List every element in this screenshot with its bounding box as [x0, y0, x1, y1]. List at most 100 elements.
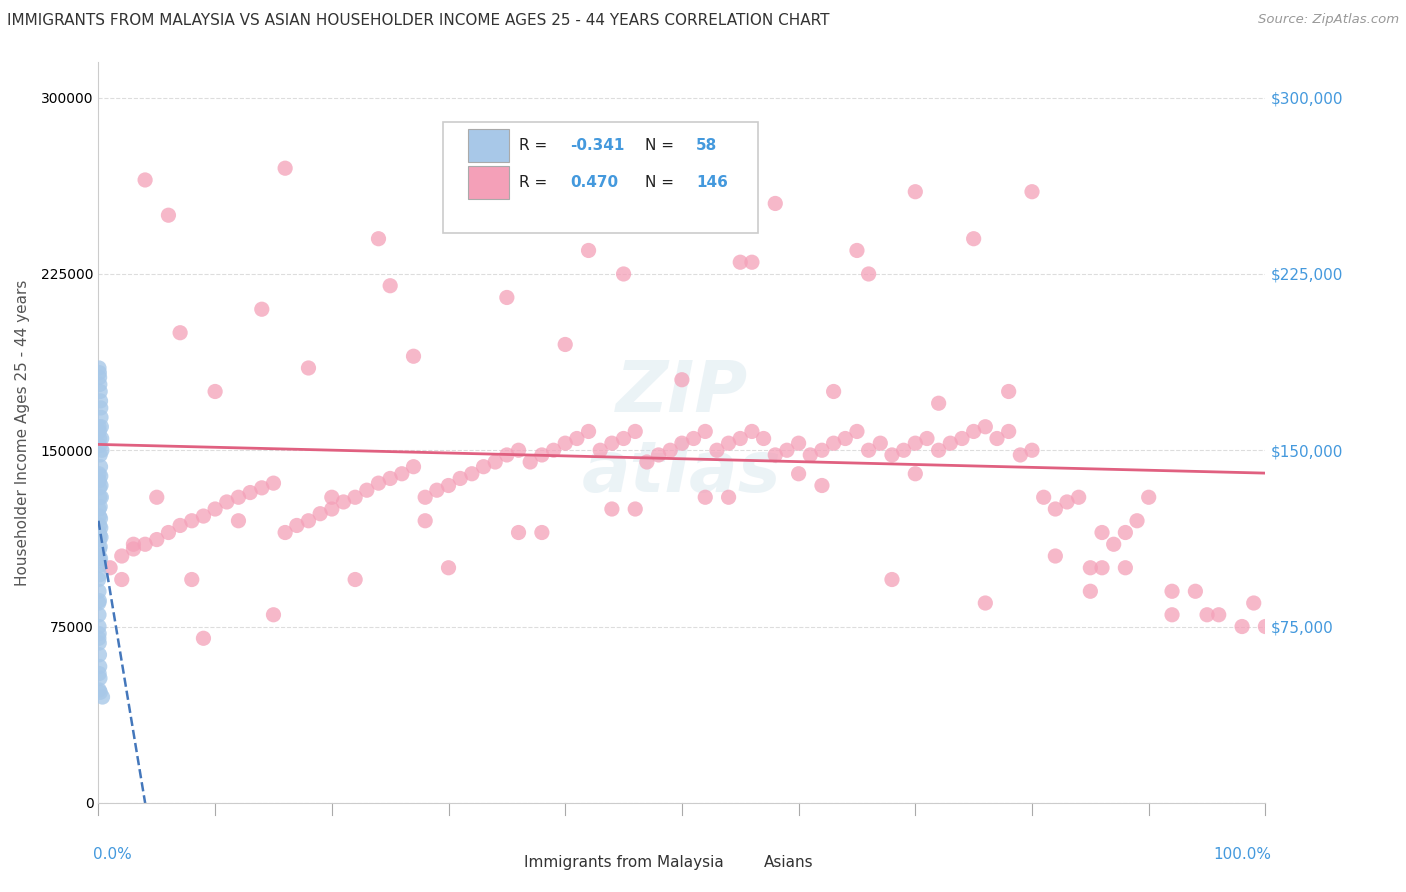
- Point: [90, 432, 112, 446]
- Point: [215, 495, 238, 509]
- Point: [1021, 185, 1043, 199]
- Point: [834, 432, 856, 446]
- Point: [262, 607, 284, 622]
- Point: [1230, 619, 1253, 633]
- Text: Source: ZipAtlas.com: Source: ZipAtlas.com: [1258, 13, 1399, 27]
- Point: [250, 481, 273, 495]
- Point: [647, 173, 669, 187]
- Point: [122, 537, 145, 551]
- Point: [380, 278, 402, 293]
- Point: [228, 490, 250, 504]
- Point: [636, 455, 658, 469]
- Point: [858, 267, 880, 281]
- Point: [89, 554, 111, 568]
- Point: [87, 626, 110, 640]
- Y-axis label: Householder Income Ages 25 - 44 years: Householder Income Ages 25 - 44 years: [15, 279, 30, 586]
- FancyBboxPatch shape: [468, 166, 509, 200]
- Point: [89, 558, 111, 573]
- Point: [89, 541, 111, 556]
- Point: [962, 425, 984, 439]
- Point: [146, 490, 169, 504]
- Point: [157, 525, 180, 540]
- Point: [297, 361, 319, 376]
- Point: [565, 432, 588, 446]
- Point: [880, 448, 903, 462]
- Point: [262, 476, 284, 491]
- Point: [89, 393, 111, 408]
- Point: [554, 436, 576, 450]
- Point: [169, 326, 191, 340]
- Point: [869, 436, 891, 450]
- Point: [974, 419, 997, 434]
- Point: [437, 478, 460, 492]
- Point: [87, 549, 110, 563]
- Text: Immigrants from Malaysia: Immigrants from Malaysia: [524, 855, 724, 871]
- Point: [508, 525, 530, 540]
- Point: [89, 384, 111, 399]
- Point: [89, 474, 111, 488]
- Point: [89, 432, 111, 446]
- Point: [893, 443, 915, 458]
- Point: [437, 561, 460, 575]
- FancyBboxPatch shape: [468, 128, 509, 162]
- Point: [997, 384, 1019, 399]
- Point: [880, 573, 903, 587]
- Point: [974, 596, 997, 610]
- Text: 100.0%: 100.0%: [1213, 847, 1271, 863]
- Point: [89, 481, 111, 495]
- Point: [89, 671, 111, 685]
- FancyBboxPatch shape: [443, 121, 758, 233]
- Point: [391, 467, 413, 481]
- Point: [146, 533, 169, 547]
- Point: [508, 443, 530, 458]
- Text: IMMIGRANTS FROM MALAYSIA VS ASIAN HOUSEHOLDER INCOME AGES 25 - 44 YEARS CORRELAT: IMMIGRANTS FROM MALAYSIA VS ASIAN HOUSEH…: [7, 13, 830, 29]
- Point: [449, 471, 471, 485]
- Point: [90, 419, 112, 434]
- Point: [169, 518, 191, 533]
- Text: Asians: Asians: [763, 855, 813, 871]
- Point: [402, 349, 425, 363]
- Point: [1102, 537, 1125, 551]
- Point: [297, 514, 319, 528]
- Point: [90, 443, 112, 458]
- Text: 58: 58: [696, 138, 717, 153]
- Point: [122, 541, 145, 556]
- Point: [589, 443, 612, 458]
- Text: N =: N =: [644, 138, 679, 153]
- Point: [1067, 490, 1090, 504]
- Point: [87, 596, 110, 610]
- Point: [87, 607, 110, 622]
- Point: [1045, 502, 1067, 516]
- Point: [858, 443, 880, 458]
- Point: [89, 540, 111, 554]
- Point: [1080, 584, 1102, 599]
- Point: [90, 478, 112, 492]
- Point: [787, 467, 810, 481]
- Point: [87, 632, 110, 646]
- Point: [1010, 448, 1032, 462]
- Point: [89, 683, 111, 698]
- Point: [578, 425, 600, 439]
- Point: [1161, 607, 1184, 622]
- Point: [89, 528, 111, 542]
- Point: [285, 518, 308, 533]
- Point: [426, 483, 449, 498]
- Point: [89, 593, 111, 607]
- Point: [1045, 549, 1067, 563]
- Point: [1080, 561, 1102, 575]
- Point: [1208, 607, 1230, 622]
- Point: [89, 370, 111, 384]
- Point: [228, 514, 250, 528]
- Point: [134, 537, 156, 551]
- Point: [811, 478, 834, 492]
- Point: [89, 636, 111, 650]
- Point: [496, 448, 519, 462]
- Point: [89, 490, 111, 504]
- Point: [612, 432, 634, 446]
- Point: [1126, 514, 1149, 528]
- Text: 146: 146: [696, 175, 728, 190]
- Point: [461, 149, 484, 163]
- Point: [1114, 561, 1136, 575]
- Point: [741, 425, 763, 439]
- Point: [671, 373, 693, 387]
